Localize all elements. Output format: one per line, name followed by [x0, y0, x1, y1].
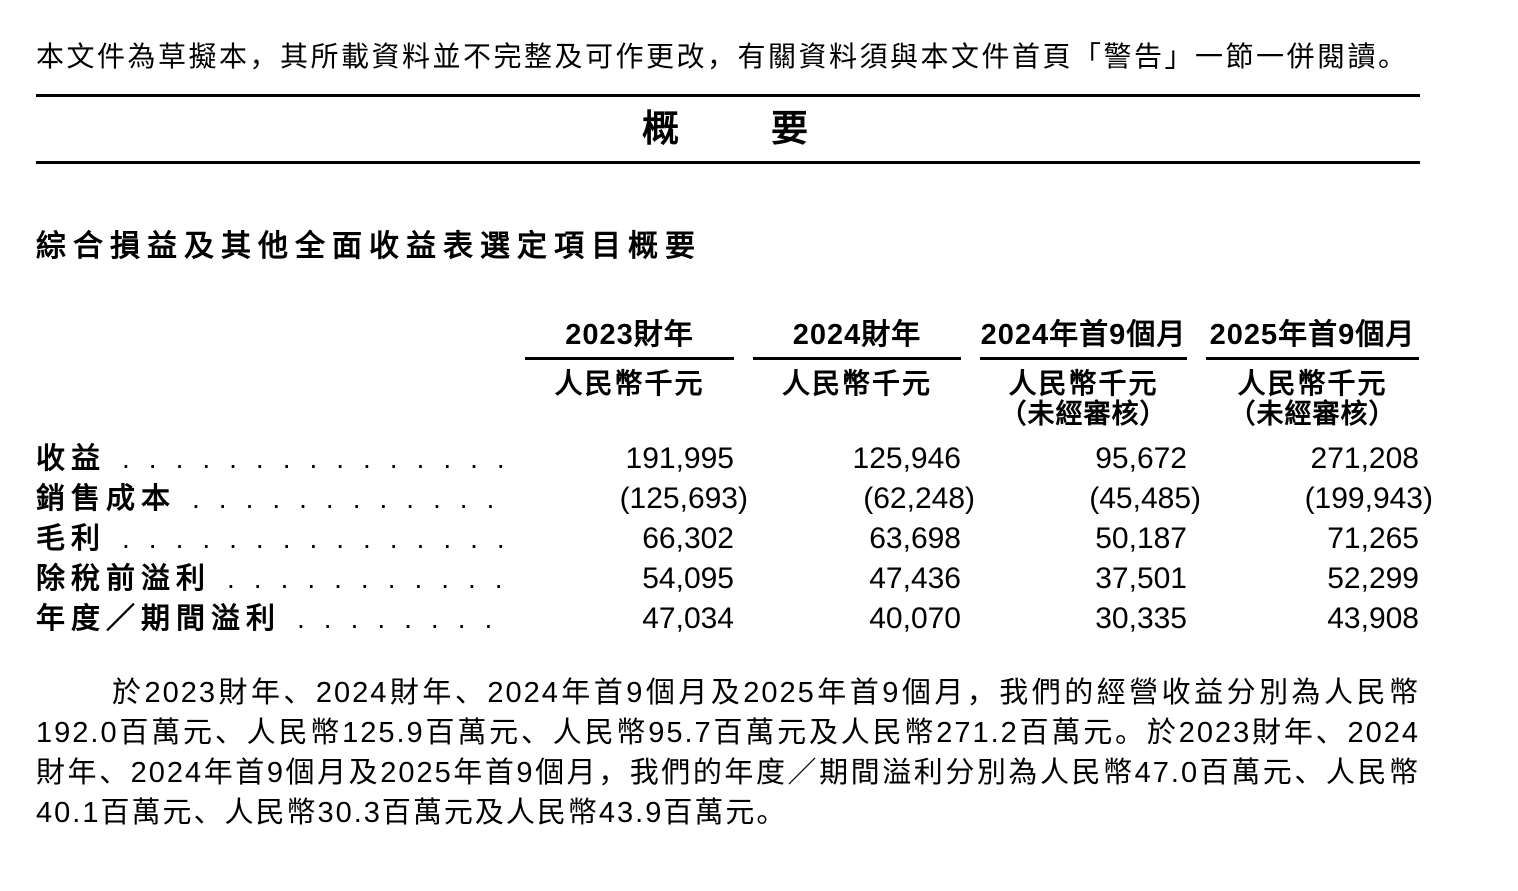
draft-disclaimer-text: 本文件為草擬本，其所載資料並不完整及可作更改，有關資料須與本文件首頁「警告」一節…: [36, 41, 1409, 72]
column-header-fy2024: 2024財年: [753, 320, 961, 360]
value-cell: 71,265: [1327, 522, 1419, 555]
value-cell: 125,946: [852, 442, 961, 475]
page-title: 概 要: [642, 108, 814, 149]
summary-paragraph: 於2023財年、2024財年、2024年首9個月及2025年首9個月，我們的經營…: [36, 677, 1420, 829]
row-label: 銷售成本: [36, 483, 177, 515]
column-header-9m2024: 2024年首9個月: [980, 320, 1187, 360]
row-label-cell: 年度／期間溢利 ................................…: [36, 599, 506, 639]
row-label-cell: 除稅前溢利 ..................................…: [36, 559, 506, 599]
row-label: 毛利: [36, 523, 107, 555]
value-cell: (199,943): [1304, 482, 1433, 515]
audit-note: （未經審核）: [1228, 399, 1397, 429]
row-label: 年度／期間溢利: [36, 603, 282, 635]
value-cell: 47,034: [642, 602, 734, 635]
audit-note: [753, 399, 961, 429]
unit-label: 人民幣千元: [554, 368, 705, 399]
row-label: 除稅前溢利: [36, 563, 212, 595]
value-cell: 271,208: [1310, 442, 1419, 475]
column-header-9m2025: 2025年首9個月: [1206, 320, 1419, 360]
unit-label: 人民幣千元: [1008, 368, 1159, 399]
row-label-cell: 收益 ....................................: [36, 439, 506, 479]
section-heading: 綜合損益及其他全面收益表選定項目概要: [36, 230, 702, 263]
value-cell: 63,698: [869, 522, 961, 555]
value-cell: 191,995: [625, 442, 734, 475]
divider-top: [36, 94, 1420, 97]
value-cell: 40,070: [869, 602, 961, 635]
value-cell: (45,485): [1089, 482, 1201, 515]
row-label: 收益: [36, 443, 107, 475]
value-cell: (62,248): [863, 482, 975, 515]
dot-leader: ....................................: [192, 483, 506, 514]
row-label-cell: 銷售成本 ...................................…: [36, 479, 506, 519]
value-cell: 37,501: [1095, 562, 1187, 595]
value-cell: (125,693): [619, 482, 748, 515]
dot-leader: ....................................: [297, 603, 506, 634]
value-cell: 52,299: [1327, 562, 1419, 595]
row-label-cell: 毛利 ....................................: [36, 519, 506, 559]
financial-summary-table: 2023財年 2024財年 2024年首9個月 2025年首9個月 人民幣千元 …: [36, 320, 1433, 639]
divider-bottom: [36, 161, 1420, 164]
unit-label: 人民幣千元: [781, 368, 932, 399]
dot-leader: ....................................: [122, 523, 506, 554]
note-spacer: [36, 399, 506, 429]
dot-leader: ....................................: [227, 563, 506, 594]
value-cell: 30,335: [1095, 602, 1187, 635]
value-cell: 66,302: [642, 522, 734, 555]
unit-label: 人民幣千元: [1237, 368, 1388, 399]
value-cell: 95,672: [1095, 442, 1187, 475]
value-cell: 50,187: [1095, 522, 1187, 555]
unit-spacer: [36, 360, 506, 399]
dot-leader: ....................................: [122, 443, 506, 474]
value-cell: 47,436: [869, 562, 961, 595]
column-header-fy2023: 2023財年: [525, 320, 734, 360]
value-cell: 54,095: [642, 562, 734, 595]
audit-note: （未經審核）: [999, 399, 1168, 429]
header-spacer: [36, 320, 506, 360]
audit-note: [525, 399, 734, 429]
value-cell: 43,908: [1327, 602, 1419, 635]
